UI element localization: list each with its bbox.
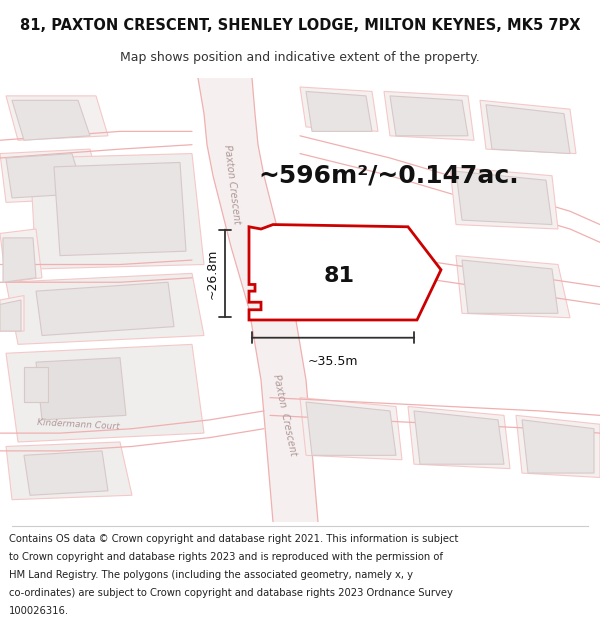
Polygon shape: [12, 100, 90, 140]
Polygon shape: [450, 167, 558, 229]
Polygon shape: [0, 229, 42, 282]
Polygon shape: [462, 260, 558, 313]
Polygon shape: [36, 282, 174, 336]
Polygon shape: [54, 162, 186, 256]
Text: 100026316.: 100026316.: [9, 606, 69, 616]
Polygon shape: [6, 273, 204, 344]
Text: ~35.5m: ~35.5m: [308, 356, 358, 369]
Polygon shape: [0, 296, 24, 331]
Text: Kindermann Court: Kindermann Court: [37, 418, 119, 431]
Polygon shape: [300, 398, 402, 460]
Polygon shape: [30, 154, 204, 269]
Text: 81, PAXTON CRESCENT, SHENLEY LODGE, MILTON KEYNES, MK5 7PX: 81, PAXTON CRESCENT, SHENLEY LODGE, MILT…: [20, 18, 580, 32]
Polygon shape: [414, 411, 504, 464]
Polygon shape: [249, 224, 441, 320]
Polygon shape: [306, 91, 372, 131]
Polygon shape: [516, 416, 600, 478]
Polygon shape: [198, 78, 318, 522]
Polygon shape: [390, 96, 468, 136]
Text: Paxton Crescent: Paxton Crescent: [223, 144, 242, 225]
Polygon shape: [24, 366, 48, 402]
Text: to Crown copyright and database rights 2023 and is reproduced with the permissio: to Crown copyright and database rights 2…: [9, 552, 443, 562]
Text: HM Land Registry. The polygons (including the associated geometry, namely x, y: HM Land Registry. The polygons (includin…: [9, 571, 413, 581]
Polygon shape: [522, 420, 594, 473]
Polygon shape: [6, 442, 132, 500]
Polygon shape: [480, 100, 576, 154]
Polygon shape: [306, 402, 396, 455]
Text: Paxton  Crescent: Paxton Crescent: [271, 374, 299, 457]
Polygon shape: [36, 357, 126, 420]
Polygon shape: [384, 91, 474, 140]
Polygon shape: [6, 96, 108, 140]
Polygon shape: [456, 171, 552, 224]
Polygon shape: [0, 149, 102, 202]
Polygon shape: [6, 154, 84, 198]
Polygon shape: [0, 300, 21, 331]
Polygon shape: [3, 238, 36, 282]
Text: Contains OS data © Crown copyright and database right 2021. This information is : Contains OS data © Crown copyright and d…: [9, 534, 458, 544]
Text: co-ordinates) are subject to Crown copyright and database rights 2023 Ordnance S: co-ordinates) are subject to Crown copyr…: [9, 588, 453, 598]
Polygon shape: [6, 344, 204, 442]
Polygon shape: [408, 406, 510, 469]
Text: 81: 81: [323, 266, 355, 286]
Polygon shape: [300, 87, 378, 131]
Polygon shape: [456, 256, 570, 318]
Polygon shape: [486, 105, 570, 154]
Text: ~596m²/~0.147ac.: ~596m²/~0.147ac.: [258, 164, 518, 188]
Text: ~26.8m: ~26.8m: [206, 248, 219, 299]
Polygon shape: [24, 451, 108, 495]
Text: Map shows position and indicative extent of the property.: Map shows position and indicative extent…: [120, 51, 480, 64]
